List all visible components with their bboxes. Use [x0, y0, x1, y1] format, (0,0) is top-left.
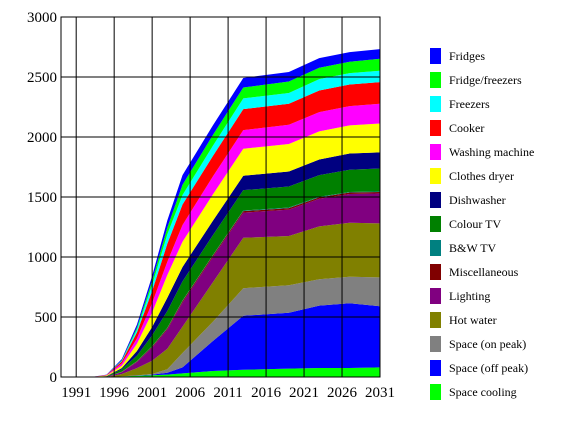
legend-swatch — [430, 312, 441, 328]
y-axis-tick-labels: 0 500 1000 1500 2000 2500 3000 — [27, 10, 57, 386]
y-tick-label: 2000 — [27, 130, 57, 146]
x-tick-label: 1996 — [99, 385, 130, 401]
legend-item: Fridge/freezers — [428, 70, 558, 90]
y-tick-label: 1500 — [27, 190, 57, 206]
legend-label: Colour TV — [449, 217, 502, 231]
legend-label: Space (off peak) — [449, 361, 529, 375]
area-lighting — [61, 193, 380, 377]
legend-label: Cooker — [449, 121, 485, 135]
legend-item: Freezers — [428, 94, 558, 114]
legend-label: Hot water — [449, 313, 497, 327]
legend-label: Miscellaneous — [449, 265, 519, 279]
y-tick-label: 2500 — [27, 70, 57, 86]
y-tick-label: 500 — [35, 310, 58, 326]
legend-item: Space cooling — [428, 382, 558, 402]
legend-swatch — [430, 360, 441, 376]
legend-swatch — [430, 48, 441, 64]
legend-item: B&W TV — [428, 238, 558, 258]
legend-swatch — [430, 168, 441, 184]
legend-label: Dishwasher — [449, 193, 506, 207]
x-tick-label: 1991 — [61, 385, 91, 401]
area-layers — [61, 49, 380, 377]
area-clothes-dryer — [61, 123, 380, 377]
legend-label: Space (on peak) — [449, 337, 527, 351]
legend-swatch — [430, 216, 441, 232]
area-colour-tv — [61, 168, 380, 377]
x-tick-label: 2001 — [137, 385, 167, 401]
area-space-cooling — [61, 367, 380, 377]
y-tick-label: 3000 — [27, 10, 57, 26]
legend-label: Freezers — [449, 97, 490, 111]
x-tick-label: 2016 — [251, 385, 282, 401]
x-tick-label: 2026 — [327, 385, 358, 401]
legend-swatch — [430, 384, 441, 400]
area-hot-water — [61, 222, 380, 377]
legend-item: Cooker — [428, 118, 558, 138]
legend-item: Space (off peak) — [428, 358, 558, 378]
legend-swatch — [430, 264, 441, 280]
legend-label: Space cooling — [449, 385, 517, 399]
x-axis-tick-labels: 1991 1996 2001 2006 2011 2016 2021 2026 2031 — [61, 385, 395, 401]
legend-swatch — [430, 96, 441, 112]
legend-swatch — [430, 144, 441, 160]
legend-label: B&W TV — [449, 241, 497, 255]
legend-swatch — [430, 120, 441, 136]
legend-label: Lighting — [449, 289, 491, 303]
area-space-on-peak- — [61, 276, 380, 377]
legend-label: Fridges — [449, 49, 485, 63]
legend-label: Fridge/freezers — [449, 73, 522, 87]
legend-item: Dishwasher — [428, 190, 558, 210]
legend-item: Clothes dryer — [428, 166, 558, 186]
legend-swatch — [430, 192, 441, 208]
area-fridges — [61, 49, 380, 377]
y-tick-label: 1000 — [27, 250, 57, 266]
x-tick-label: 2031 — [365, 385, 395, 401]
legend-swatch — [430, 72, 441, 88]
plot-frame — [60, 16, 381, 378]
x-tick-label: 2006 — [175, 385, 206, 401]
legend-item: Miscellaneous — [428, 262, 558, 282]
legend-item: Colour TV — [428, 214, 558, 234]
legend-swatch — [430, 240, 441, 256]
legend-item: Hot water — [428, 310, 558, 330]
legend-item: Space (on peak) — [428, 334, 558, 354]
x-tick-label: 2011 — [213, 385, 242, 401]
legend-item: Washing machine — [428, 142, 558, 162]
legend-swatch — [430, 288, 441, 304]
legend-label: Washing machine — [449, 145, 535, 159]
legend-item: Lighting — [428, 286, 558, 306]
y-tick-label: 0 — [50, 370, 58, 386]
legend-item: Fridges — [428, 46, 558, 66]
legend-label: Clothes dryer — [449, 169, 514, 183]
legend-swatch — [430, 336, 441, 352]
x-tick-label: 2021 — [289, 385, 319, 401]
area-space-off-peak- — [61, 303, 380, 377]
